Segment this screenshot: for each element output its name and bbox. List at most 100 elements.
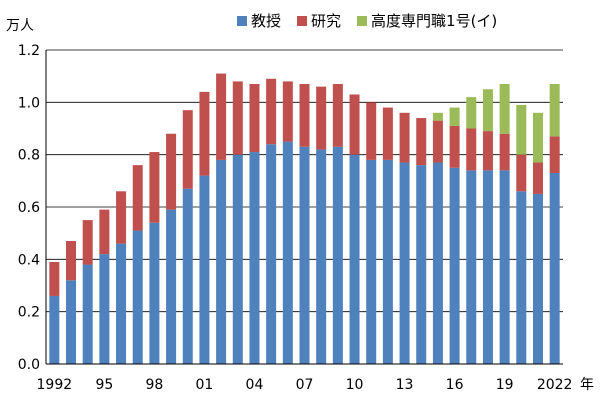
bar-segment-1 (249, 152, 260, 364)
bar-segment-3 (466, 97, 477, 129)
bar-segment-1 (99, 254, 110, 364)
bar-segment-2 (499, 133, 510, 171)
bar-segment-1 (232, 154, 243, 364)
y-tick-label: 0.8 (18, 148, 40, 164)
x-tick-label: 16 (446, 377, 464, 393)
legend-swatch-1 (237, 16, 247, 26)
bar-segment-2 (249, 84, 260, 153)
bar-segment-2 (99, 209, 110, 255)
bar-segment-1 (149, 222, 160, 364)
bar-segment-1 (182, 188, 193, 364)
bar-segment-1 (166, 209, 177, 364)
bar-segment-2 (82, 220, 93, 265)
bar-segment-2 (282, 81, 293, 142)
x-tick-label: 13 (396, 377, 414, 393)
bar-segment-2 (116, 191, 127, 244)
bar-segment-1 (82, 264, 93, 364)
bar-segment-1 (216, 159, 227, 364)
bar-segment-2 (366, 102, 377, 160)
bars (49, 73, 560, 364)
y-tick-labels: 0.0 0.2 0.4 0.6 0.8 1.0 1.2 (18, 43, 40, 373)
x-tick-label: 04 (246, 377, 264, 393)
bar-segment-1 (349, 154, 360, 364)
bar-segment-1 (516, 191, 527, 364)
x-tick-label: 2022 (537, 377, 573, 393)
bar-segment-1 (316, 149, 327, 364)
bar-segment-2 (66, 241, 77, 281)
bar-segment-2 (482, 131, 493, 171)
bar-segment-1 (299, 146, 310, 364)
bar-segment-1 (332, 146, 343, 364)
x-tick-label: 1992 (37, 377, 73, 393)
bar-segment-1 (366, 159, 377, 364)
bar-segment-1 (532, 193, 543, 364)
bar-segment-1 (199, 175, 210, 364)
x-tick-label: 95 (95, 377, 113, 393)
bar-segment-2 (332, 84, 343, 147)
y-tick-label: 0.2 (18, 305, 40, 321)
bar-segment-2 (516, 154, 527, 192)
bar-segment-2 (299, 84, 310, 147)
bar-segment-1 (66, 280, 77, 364)
bar-segment-1 (416, 165, 427, 364)
bar-segment-1 (466, 170, 477, 364)
bar-segment-2 (466, 128, 477, 171)
bar-segment-3 (482, 89, 493, 132)
y-tick-label: 0.6 (18, 200, 40, 216)
bar-segment-2 (549, 136, 560, 173)
x-tick-label: 98 (145, 377, 163, 393)
bar-segment-1 (266, 144, 277, 364)
bar-segment-2 (449, 125, 460, 168)
x-unit-label: 年 (580, 377, 594, 393)
bar-segment-2 (216, 73, 227, 160)
legend-swatch-3 (357, 16, 368, 26)
y-tick-label: 0.0 (18, 357, 40, 373)
bar-segment-2 (266, 78, 277, 145)
x-tick-label: 01 (196, 377, 214, 393)
bar-segment-1 (382, 159, 393, 364)
bar-segment-1 (49, 295, 60, 364)
x-tick-label: 10 (346, 377, 364, 393)
bar-segment-2 (349, 94, 360, 155)
y-unit-label: 万人 (6, 18, 34, 34)
bar-segment-2 (232, 81, 243, 155)
bar-segment-2 (182, 110, 193, 189)
bar-segment-2 (532, 162, 543, 194)
bar-segment-3 (432, 112, 443, 121)
legend-label-2: 研究 (311, 12, 341, 30)
bar-segment-2 (49, 261, 60, 296)
bar-segment-2 (382, 107, 393, 160)
x-tick-label: 19 (496, 377, 514, 393)
bar-segment-2 (132, 165, 143, 231)
bar-segment-3 (516, 104, 527, 155)
bar-segment-1 (432, 162, 443, 364)
legend-swatch-2 (297, 16, 308, 26)
bar-segment-2 (166, 133, 177, 210)
bar-segment-3 (549, 84, 560, 137)
bar-segment-1 (449, 167, 460, 364)
bar-segment-2 (199, 91, 210, 176)
y-tick-label: 0.4 (18, 252, 40, 268)
axes (45, 50, 563, 365)
x-tick-label: 07 (296, 377, 314, 393)
bar-segment-1 (482, 170, 493, 364)
bar-segment-1 (282, 141, 293, 364)
bar-segment-1 (132, 230, 143, 364)
bar-segment-2 (416, 118, 427, 166)
legend-label-1: 教授 (251, 12, 281, 30)
bar-segment-1 (399, 162, 410, 364)
bar-segment-3 (449, 107, 460, 126)
bar-segment-2 (399, 112, 410, 163)
legend-label-3: 高度専門職1号(イ) (371, 12, 497, 30)
bar-segment-2 (149, 152, 160, 223)
bar-segment-1 (499, 170, 510, 364)
bar-segment-2 (316, 86, 327, 150)
x-tick-labels: 1992 95 98 01 04 07 10 13 16 19 2022 (37, 377, 573, 393)
bar-segment-1 (549, 172, 560, 364)
y-tick-label: 1.2 (18, 43, 40, 59)
bar-segment-3 (499, 84, 510, 134)
legend: 教授 研究 高度専門職1号(イ) (237, 12, 497, 30)
bar-segment-1 (116, 243, 127, 364)
bar-segment-3 (532, 112, 543, 163)
